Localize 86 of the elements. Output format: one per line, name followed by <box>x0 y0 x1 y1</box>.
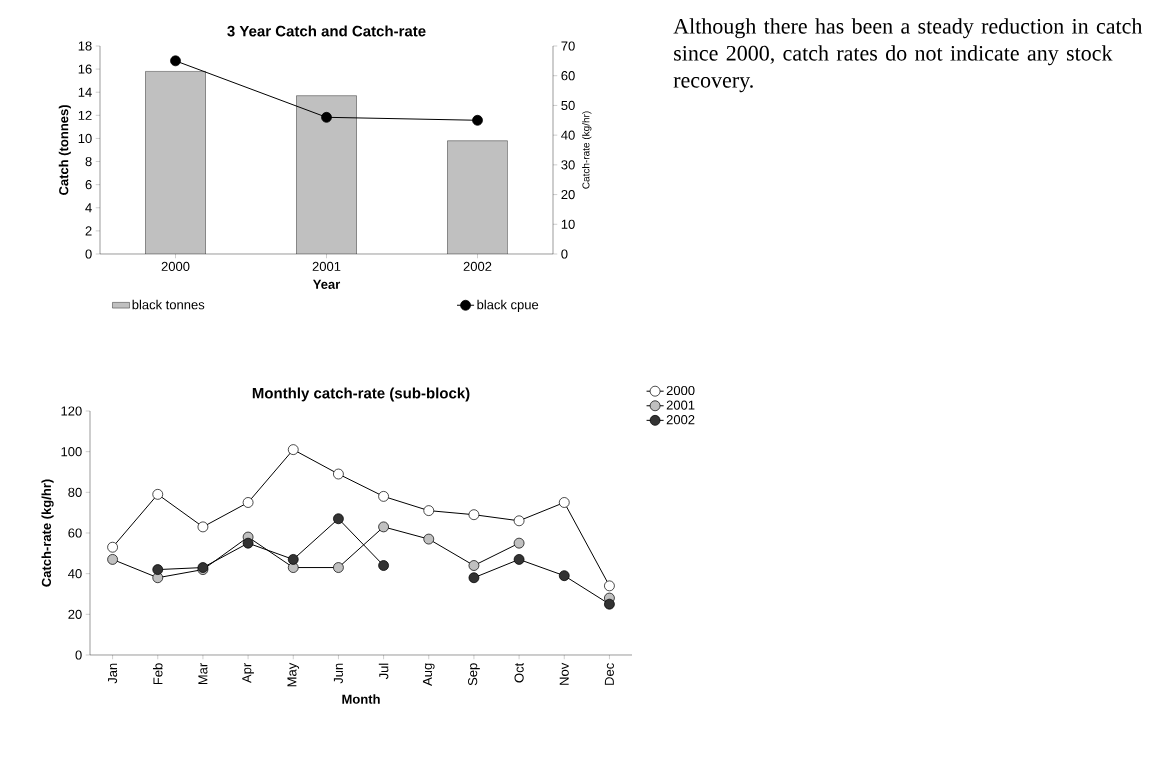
y2-tick-label: 50 <box>561 100 575 111</box>
point <box>152 489 164 500</box>
x-axis-title: Month <box>342 694 380 704</box>
x-axis-title: Year <box>312 279 341 289</box>
point <box>513 537 525 549</box>
y-tick-label: 2 <box>85 226 92 236</box>
x-tick-label: 2002 <box>463 261 492 271</box>
point <box>604 580 615 592</box>
point <box>558 497 570 508</box>
point <box>321 111 332 123</box>
text: Although there has been a steady reduction in catch since 2000, catch rates do not indicate any stock recovery. <box>673 18 1143 93</box>
point <box>152 564 164 575</box>
x-tick-label: May <box>287 662 300 687</box>
point <box>378 521 389 533</box>
x-tick-label: Dec <box>604 663 614 685</box>
x-tick-label: 2000 <box>161 261 190 271</box>
y2-tick-label: 60 <box>561 71 575 81</box>
point <box>107 554 118 565</box>
point <box>513 515 525 527</box>
point <box>423 533 435 545</box>
point <box>468 560 480 571</box>
x-tick-label: Feb <box>152 663 163 685</box>
point <box>242 537 254 549</box>
y-tick-label: 14 <box>78 87 92 97</box>
point <box>378 560 389 571</box>
y2-tick-label: 0 <box>561 249 568 259</box>
y-tick-label: 60 <box>68 528 82 538</box>
legend-label: 2000 <box>666 385 695 396</box>
y-tick-label: 6 <box>85 180 92 190</box>
y-tick-label: 12 <box>78 110 92 120</box>
point <box>513 554 525 565</box>
point <box>107 541 118 553</box>
y-tick-label: 8 <box>85 156 92 167</box>
legend-label: black cpue <box>477 299 539 312</box>
x-tick-label: Jun <box>333 663 343 684</box>
y2-tick-label: 10 <box>561 219 575 229</box>
y2-tick-label: 30 <box>561 160 575 170</box>
point <box>472 114 483 126</box>
x-tick-label: Sep <box>468 663 480 686</box>
point <box>242 497 254 508</box>
y-tick-label: 16 <box>78 64 92 74</box>
bar <box>296 95 357 254</box>
legend-label: 2002 <box>666 415 695 425</box>
x-tick-label: Jan <box>108 663 118 684</box>
point <box>287 554 299 565</box>
x-tick-label: Oct <box>514 662 524 683</box>
y-tick-label: 18 <box>78 41 92 51</box>
x-tick-label: Aug <box>422 663 435 686</box>
y-axis-title: Catch-rate (kg/hr) <box>41 479 54 587</box>
y-tick-label: 20 <box>68 609 82 619</box>
y-tick-label: 10 <box>78 133 92 144</box>
y-axis-title: Catch (tonnes) <box>58 105 71 195</box>
point <box>287 444 299 455</box>
y2-tick-label: 20 <box>561 189 575 200</box>
point <box>378 491 389 502</box>
point <box>333 562 344 573</box>
y-tick-label: 80 <box>68 487 82 497</box>
bar <box>447 140 508 254</box>
y-tick-label: 40 <box>68 569 82 579</box>
y-tick-label: 100 <box>61 447 82 457</box>
point <box>604 598 615 610</box>
point <box>170 55 181 67</box>
y-tick-label: 0 <box>85 249 92 259</box>
point <box>468 509 480 521</box>
point <box>423 505 435 516</box>
point <box>558 570 570 582</box>
y-tick-label: 0 <box>75 650 82 660</box>
y2-tick-label: 70 <box>561 41 575 51</box>
x-tick-label: Mar <box>198 663 208 685</box>
y2-tick-label: 40 <box>561 130 575 140</box>
bar <box>145 71 206 254</box>
x-tick-label: Apr <box>242 663 254 683</box>
chart-title: 3 Year Catch and Catch-rate <box>227 25 426 37</box>
x-tick-label: 2001 <box>312 261 341 271</box>
legend-label: 2001 <box>666 400 695 410</box>
y2-axis-title: Catch-rate (kg/hr) <box>582 111 592 189</box>
x-tick-label: Jul <box>378 663 389 680</box>
legend-label: black tonnes <box>132 299 205 310</box>
point <box>197 521 209 533</box>
point <box>333 468 344 480</box>
y-tick-label: 120 <box>61 406 82 416</box>
point <box>333 513 344 525</box>
x-tick-label: Nov <box>559 662 569 685</box>
point <box>468 572 480 584</box>
chart-title: Monthly catch-rate (sub-block) <box>252 387 470 402</box>
y-tick-label: 4 <box>85 203 92 213</box>
